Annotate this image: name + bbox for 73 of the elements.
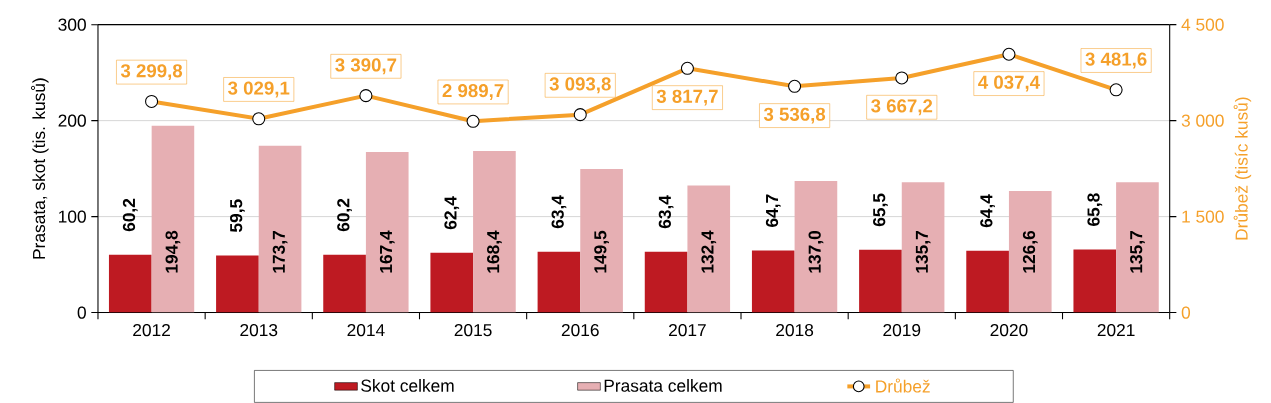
data-label: 64,4 [980, 194, 995, 228]
y-axis-title: Prasata, skot (tis. kusů) [30, 78, 49, 259]
data-label: 4 037,4 [978, 75, 1040, 92]
bar [537, 251, 581, 313]
data-label: 65,8 [1087, 193, 1103, 226]
data-label: 3 817,7 [656, 89, 718, 106]
bar [365, 151, 409, 313]
y-tick-label: 100 [59, 210, 86, 223]
bar [1073, 249, 1117, 313]
data-label: 135,7 [1130, 230, 1145, 273]
legend-label: Skot celkem [361, 379, 454, 392]
data-label: 3 029,1 [228, 81, 290, 98]
y2-tick-label: 0 [1181, 306, 1191, 319]
bar [108, 254, 152, 313]
y-tick-label: 0 [77, 306, 86, 319]
data-label: 3 299,8 [120, 64, 183, 80]
data-label: 3 481,6 [1085, 52, 1147, 69]
bar [901, 182, 945, 313]
legend-label: Drůbež [876, 378, 930, 393]
data-label: 3 667,2 [871, 99, 933, 116]
x-tick-label: 2018 [776, 323, 814, 337]
bar [1008, 190, 1052, 313]
data-label: 64,7 [765, 194, 781, 227]
data-label: 3 093,8 [549, 77, 611, 94]
bar [216, 255, 259, 313]
bar [644, 251, 688, 313]
x-tick-label: 2020 [990, 323, 1028, 337]
legend-label: Prasata celkem [604, 379, 722, 392]
data-label: 135,7 [915, 230, 931, 273]
x-tick-label: 2013 [240, 323, 278, 337]
data-label: 60,2 [337, 198, 352, 232]
x-tick-label: 2012 [133, 323, 170, 337]
y2-tick-label: 1 500 [1182, 210, 1224, 223]
x-tick-label: 2021 [1097, 323, 1135, 337]
bar [580, 168, 623, 313]
bar [859, 249, 902, 313]
x-tick-label: 2019 [883, 323, 921, 337]
y-tick-label: 200 [58, 114, 86, 127]
bar [1116, 182, 1159, 313]
data-label: 62,4 [444, 196, 460, 230]
y2-tick-label: 3 000 [1181, 114, 1224, 127]
x-tick-label: 2014 [347, 323, 385, 337]
data-label: 126,6 [1022, 230, 1038, 273]
data-label: 60,2 [122, 198, 138, 232]
y-tick-label: 300 [58, 18, 86, 31]
data-label: 132,4 [701, 230, 717, 273]
data-label: 137,0 [808, 230, 824, 273]
bar [687, 185, 731, 313]
data-label: 194,8 [165, 230, 181, 273]
bar [258, 145, 302, 313]
y2-axis-title: Drůbež (tisíc kusů) [1233, 97, 1252, 240]
bar [430, 252, 474, 313]
bar [151, 125, 195, 313]
x-tick-label: 2016 [561, 323, 599, 337]
y2-tick-label: 4 500 [1181, 18, 1224, 31]
bar [323, 254, 366, 313]
data-label: 168,4 [487, 230, 502, 273]
bar [751, 250, 795, 313]
bar [794, 180, 838, 313]
x-tick-label: 2015 [454, 323, 492, 337]
data-label: 59,5 [230, 199, 245, 232]
data-label: 63,4 [658, 195, 674, 229]
bar [966, 250, 1009, 313]
data-label: 3 536,8 [763, 107, 826, 124]
data-label: 2 989,7 [442, 83, 504, 100]
data-label: 173,7 [272, 230, 288, 273]
data-label: 65,5 [873, 193, 888, 227]
data-label: 167,4 [379, 230, 395, 273]
data-label: 149,5 [594, 230, 609, 273]
x-tick-label: 2017 [669, 323, 706, 337]
data-label: 3 390,7 [335, 58, 397, 75]
data-label: 63,4 [551, 195, 567, 229]
bar [473, 150, 516, 313]
